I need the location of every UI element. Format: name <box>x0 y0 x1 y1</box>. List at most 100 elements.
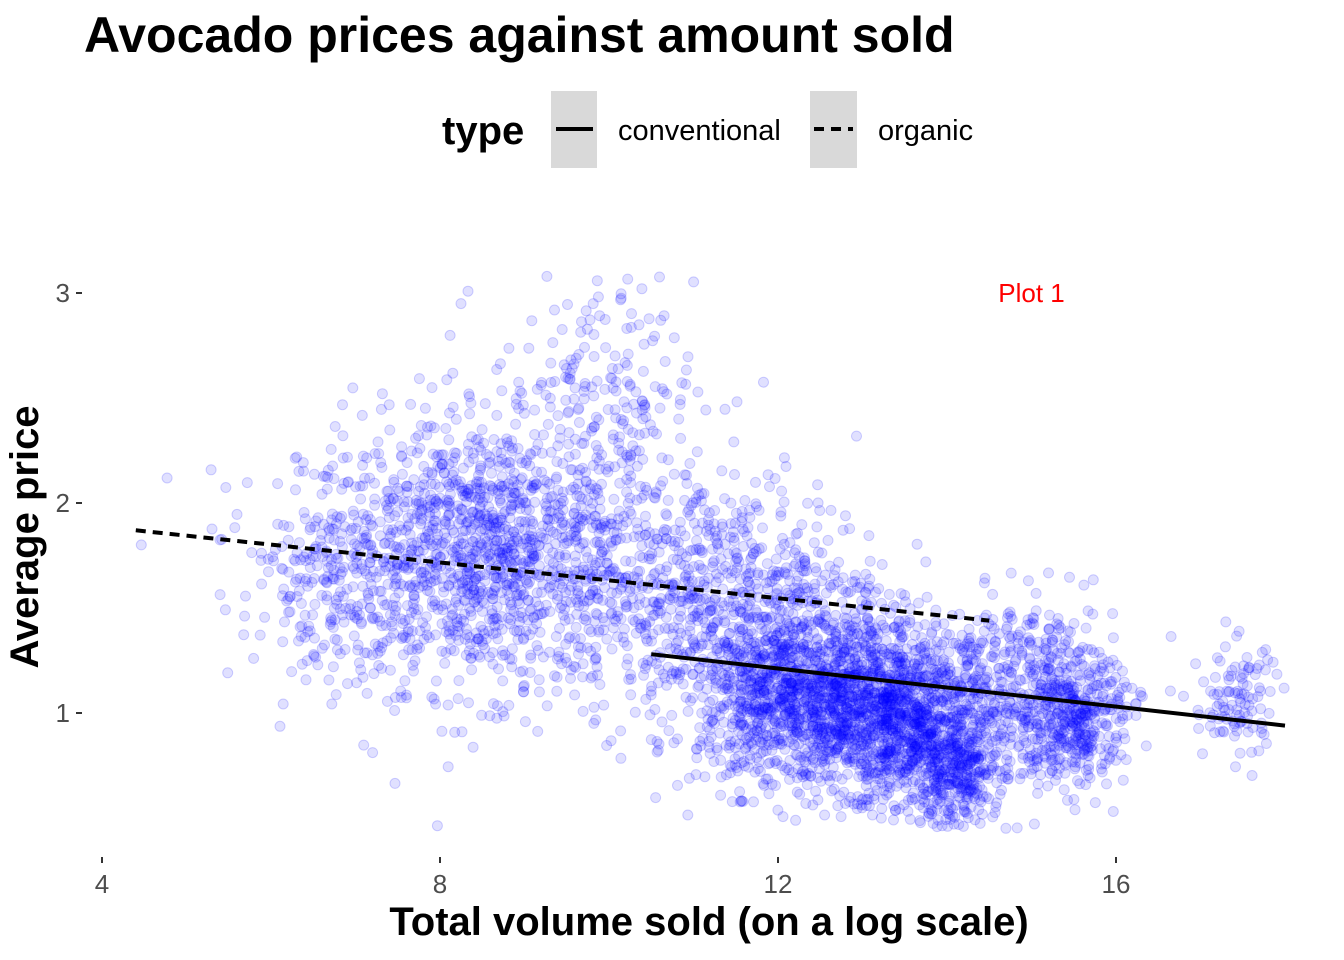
data-point <box>497 706 509 718</box>
data-point <box>755 747 767 759</box>
data-point <box>516 515 528 527</box>
data-point <box>439 538 451 550</box>
data-point <box>640 633 652 645</box>
data-point <box>467 453 479 464</box>
data-point <box>524 667 536 678</box>
data-point <box>553 651 565 662</box>
data-point <box>532 725 544 737</box>
data-point <box>396 451 408 463</box>
data-point <box>719 403 731 415</box>
data-point <box>755 676 766 688</box>
data-point <box>819 645 831 657</box>
data-point <box>481 542 493 554</box>
data-point <box>507 492 519 504</box>
data-point <box>494 547 506 559</box>
data-point <box>585 513 597 525</box>
data-point <box>780 677 792 689</box>
data-point <box>447 456 459 468</box>
data-point <box>523 530 535 542</box>
data-point <box>627 427 639 439</box>
data-point <box>479 575 491 587</box>
data-point <box>474 510 486 522</box>
data-point <box>525 533 537 545</box>
data-point <box>456 482 468 494</box>
data-point <box>512 595 524 607</box>
data-point <box>450 593 462 605</box>
data-point <box>502 478 514 490</box>
data-point <box>508 487 520 499</box>
data-point <box>443 458 455 470</box>
data-point <box>621 486 633 498</box>
data-point <box>570 483 582 495</box>
data-point <box>525 449 537 461</box>
data-point <box>415 518 427 530</box>
data-point <box>435 538 447 550</box>
data-point <box>724 759 736 771</box>
data-point <box>577 705 589 717</box>
data-point <box>351 677 363 689</box>
data-point <box>816 723 828 735</box>
data-point <box>376 388 388 400</box>
data-point <box>493 663 504 675</box>
data-point <box>779 568 791 579</box>
data-point <box>623 465 635 476</box>
data-point <box>317 470 329 482</box>
data-point <box>390 573 401 585</box>
data-point <box>773 734 785 746</box>
data-point <box>616 457 628 469</box>
data-point <box>452 500 464 512</box>
data-point <box>666 709 678 721</box>
data-point <box>432 528 444 540</box>
data-point <box>592 593 604 605</box>
data-point <box>606 518 618 530</box>
data-point <box>605 735 617 747</box>
data-point <box>648 568 660 580</box>
data-point <box>423 534 435 546</box>
data-point <box>497 649 509 661</box>
data-point <box>574 491 586 502</box>
data-point <box>542 542 554 554</box>
data-point <box>790 528 802 540</box>
data-point <box>472 601 484 613</box>
data-point <box>284 590 296 602</box>
data-point <box>625 689 637 701</box>
data-point <box>630 445 642 457</box>
data-point <box>442 496 454 508</box>
data-point <box>573 417 585 428</box>
data-point <box>902 715 914 727</box>
data-point <box>890 644 901 656</box>
data-point <box>594 539 606 551</box>
data-point <box>283 521 295 533</box>
data-point <box>424 510 436 522</box>
data-point <box>563 613 575 625</box>
data-point <box>443 478 455 490</box>
data-point <box>473 469 484 481</box>
data-point <box>431 534 443 546</box>
data-point <box>652 677 664 689</box>
data-point <box>761 558 773 570</box>
data-point <box>393 587 405 599</box>
data-point <box>355 618 367 630</box>
data-point <box>573 648 584 660</box>
data-point <box>621 451 633 463</box>
data-point <box>585 672 597 684</box>
data-point <box>434 462 446 474</box>
data-point <box>679 494 691 506</box>
data-point <box>519 716 531 728</box>
data-point <box>487 483 499 494</box>
data-point <box>557 458 569 469</box>
data-point <box>683 591 695 603</box>
data-point <box>596 546 608 558</box>
data-point <box>428 422 440 434</box>
data-point <box>740 723 752 735</box>
data-point <box>550 631 562 642</box>
data-point <box>711 616 723 628</box>
data-point <box>450 447 462 459</box>
data-point <box>599 383 611 395</box>
data-point <box>478 482 490 494</box>
data-point <box>398 562 410 574</box>
data-point <box>491 601 503 613</box>
data-point <box>518 680 530 691</box>
data-point <box>814 690 825 702</box>
data-point <box>419 539 431 551</box>
